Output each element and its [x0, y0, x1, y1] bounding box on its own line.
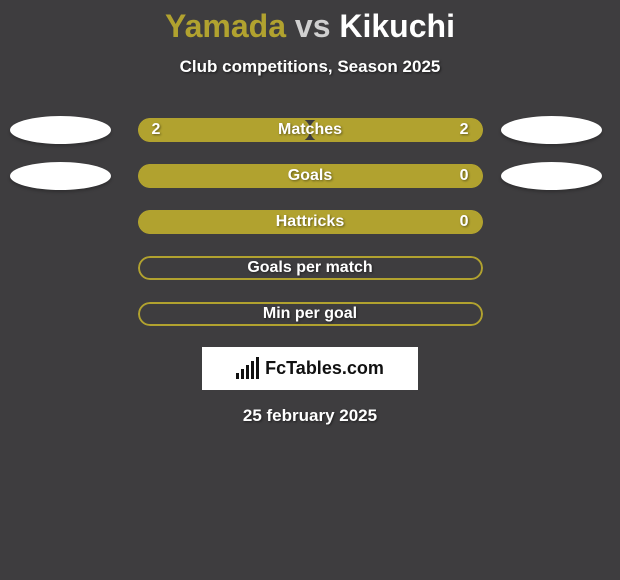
bar-chart-icon [236, 359, 259, 379]
stat-bar: 22Matches [138, 118, 483, 142]
stat-row: 22Matches [0, 107, 620, 153]
stat-bar: 0Goals [138, 164, 483, 188]
bar-border [138, 302, 483, 326]
bar-border [138, 164, 483, 188]
bar-border [138, 118, 483, 142]
title-player-b: Kikuchi [339, 8, 455, 44]
stat-row: Goals per match [0, 245, 620, 291]
subtitle: Club competitions, Season 2025 [0, 57, 620, 77]
date-text: 25 february 2025 [0, 406, 620, 426]
page-title: Yamada vs Kikuchi [0, 8, 620, 45]
player-b-marker [501, 116, 602, 144]
stat-row: 0Goals [0, 153, 620, 199]
comparison-infographic: Yamada vs Kikuchi Club competitions, Sea… [0, 0, 620, 580]
title-player-a: Yamada [165, 8, 286, 44]
source-logo: FcTables.com [202, 347, 418, 390]
stat-bar: 0Hattricks [138, 210, 483, 234]
stat-bar: Goals per match [138, 256, 483, 280]
bar-border [138, 210, 483, 234]
player-a-marker [10, 116, 111, 144]
player-b-marker [501, 162, 602, 190]
stat-bar: Min per goal [138, 302, 483, 326]
stat-row: Min per goal [0, 291, 620, 337]
stat-rows: 22Matches 0Goals 0Hattricks Goals per match… [0, 107, 620, 337]
stat-row: 0Hattricks [0, 199, 620, 245]
bar-border [138, 256, 483, 280]
logo-text: FcTables.com [265, 358, 384, 379]
title-vs: vs [295, 8, 331, 44]
player-a-marker [10, 162, 111, 190]
